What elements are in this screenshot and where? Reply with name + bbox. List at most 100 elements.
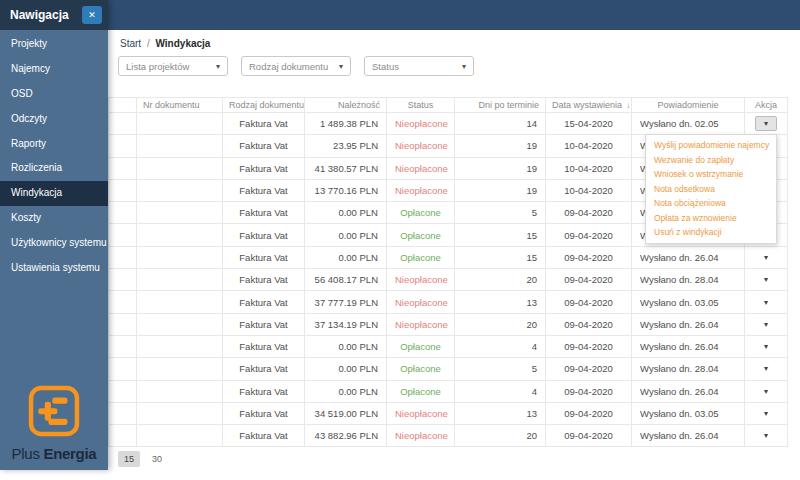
menu-item-wezwanie-do-zap-aty[interactable]: Wezwanie do zapłaty — [646, 153, 776, 168]
action-menu-button[interactable]: ▾ — [756, 318, 776, 331]
page-size-option-30[interactable]: 30 — [146, 451, 168, 467]
status-cell: Opłacone — [387, 246, 455, 268]
status-cell: Nieopłacone — [387, 113, 455, 135]
action-menu-button[interactable]: ▾ — [756, 429, 776, 442]
action-menu-button[interactable]: ▾ — [756, 362, 776, 375]
column-header-status[interactable]: Status — [387, 98, 455, 113]
expander-cell — [109, 269, 137, 291]
breadcrumb-start-link[interactable]: Start — [120, 38, 141, 49]
naleznosc-cell: 0.00 PLN — [305, 202, 387, 224]
action-menu-button[interactable]: ▾ — [756, 273, 776, 286]
action-menu-button[interactable]: ▾ — [756, 296, 776, 309]
sort-down-icon: ↓ — [624, 101, 630, 110]
sidebar-item-ustawienia-systemu[interactable]: Ustawienia systemu — [0, 256, 108, 281]
expander-cell — [109, 358, 137, 380]
expander-cell — [109, 335, 137, 357]
naleznosc-cell: 41 380.57 PLN — [305, 157, 387, 179]
data-wystawienia-cell: 09-04-2020 — [546, 380, 632, 402]
nr-dokumentu-cell — [137, 402, 223, 424]
expander-cell — [109, 402, 137, 424]
powiadomienie-cell: Wysłano dn. 03.05 — [632, 291, 745, 313]
dni-po-terminie-cell: 19 — [455, 179, 546, 201]
data-wystawienia-cell: 09-04-2020 — [546, 246, 632, 268]
filter-dropdown-lista-projekt-w[interactable]: Lista projektów▾ — [118, 56, 228, 76]
naleznosc-cell: 13 770.16 PLN — [305, 179, 387, 201]
filter-dropdown-status[interactable]: Status▾ — [364, 56, 474, 76]
column-header-blank[interactable] — [109, 98, 137, 113]
sidebar-item-rozliczenia[interactable]: Rozliczenia — [0, 156, 108, 181]
status-cell: Nieopłacone — [387, 402, 455, 424]
expander-cell — [109, 157, 137, 179]
status-cell: Opłacone — [387, 358, 455, 380]
powiadomienie-cell: Wysłano dn. 28.04 — [632, 358, 745, 380]
data-wystawienia-cell: 10-04-2020 — [546, 135, 632, 157]
filter-dropdown-rodzaj-dokumentu[interactable]: Rodzaj dokumentu▾ — [241, 56, 351, 76]
menu-item-nota-obci-eniowa[interactable]: Nota obciążeniowa — [646, 196, 776, 211]
brand-name: Plus Energia — [0, 445, 108, 462]
nr-dokumentu-cell — [137, 291, 223, 313]
nr-dokumentu-cell — [137, 313, 223, 335]
status-cell: Nieopłacone — [387, 269, 455, 291]
action-menu-button[interactable]: ▾ — [755, 116, 777, 131]
naleznosc-cell: 0.00 PLN — [305, 335, 387, 357]
action-menu-button[interactable]: ▾ — [756, 251, 776, 264]
chevron-down-icon: ▾ — [462, 62, 466, 71]
page-size-option-15[interactable]: 15 — [118, 451, 140, 467]
expander-cell — [109, 135, 137, 157]
nr-dokumentu-cell — [137, 425, 223, 447]
column-header-data-wystawienia[interactable]: Data wystawienia ↓ — [546, 98, 632, 113]
naleznosc-cell: 34 519.00 PLN — [305, 402, 387, 424]
sidebar-item-raporty[interactable]: Raporty — [0, 132, 108, 157]
sidebar-item-najemcy[interactable]: Najemcy — [0, 57, 108, 82]
expander-cell — [109, 202, 137, 224]
sidebar-item-odczyty[interactable]: Odczyty — [0, 107, 108, 132]
drawer-title: Nawigacja — [10, 8, 69, 22]
action-menu-button[interactable]: ▾ — [756, 407, 776, 420]
dni-po-terminie-cell: 15 — [455, 224, 546, 246]
rodzaj-dokumentu-cell: Faktura Vat — [223, 179, 305, 201]
table-row: Faktura Vat34 519.00 PLNNieopłacone1309-… — [109, 402, 788, 424]
rodzaj-dokumentu-cell: Faktura Vat — [223, 402, 305, 424]
column-header-powiadomienie[interactable]: Powiadomienie — [632, 98, 745, 113]
sidebar-item-koszty[interactable]: Koszty — [0, 206, 108, 231]
menu-item-op-ata-za-wznowienie[interactable]: Opłata za wznowienie — [646, 211, 776, 226]
expander-cell — [109, 313, 137, 335]
data-wystawienia-cell: 09-04-2020 — [546, 202, 632, 224]
data-wystawienia-cell: 09-04-2020 — [546, 335, 632, 357]
column-header-akcja[interactable]: Akcja — [745, 98, 788, 113]
rodzaj-dokumentu-cell: Faktura Vat — [223, 291, 305, 313]
status-cell: Opłacone — [387, 335, 455, 357]
menu-item-usu-z-windykacji[interactable]: Usuń z windykacji — [646, 225, 776, 240]
column-header-rodzaj-dokumentu[interactable]: Rodzaj dokumentu — [223, 98, 305, 113]
sidebar-item-osd[interactable]: OSD — [0, 82, 108, 107]
table-row: Faktura Vat0.00 PLNOpłacone1509-04-2020W… — [109, 246, 788, 268]
dni-po-terminie-cell: 13 — [455, 402, 546, 424]
sidebar-item-windykacja[interactable]: Windykacja — [0, 181, 108, 206]
close-icon[interactable]: ✕ — [82, 6, 102, 24]
status-cell: Nieopłacone — [387, 425, 455, 447]
column-header-dni-po-terminie[interactable]: Dni po terminie — [455, 98, 546, 113]
menu-item-nota-odsetkowa[interactable]: Nota odsetkowa — [646, 182, 776, 197]
action-menu-button[interactable]: ▾ — [756, 340, 776, 353]
chevron-down-icon: ▾ — [216, 62, 220, 71]
menu-item-wniosek-o-wstrzymanie[interactable]: Wniosek o wstrzymanie — [646, 167, 776, 182]
data-wystawienia-cell: 09-04-2020 — [546, 291, 632, 313]
akcja-cell: ▾ — [745, 335, 788, 357]
akcja-cell: ▾ — [745, 402, 788, 424]
menu-item-wy-lij-powiadomienie-najemcy[interactable]: Wyślij powiadomienie najemcy — [646, 138, 776, 153]
rodzaj-dokumentu-cell: Faktura Vat — [223, 113, 305, 135]
action-menu-button[interactable]: ▾ — [756, 385, 776, 398]
rodzaj-dokumentu-cell: Faktura Vat — [223, 157, 305, 179]
dni-po-terminie-cell: 19 — [455, 135, 546, 157]
expander-cell — [109, 179, 137, 201]
breadcrumb-separator: / — [147, 38, 150, 49]
sidebar-item-u-ytkownicy-systemu[interactable]: Użytkownicy systemu — [0, 231, 108, 256]
powiadomienie-cell: Wysłano dn. 26.04 — [632, 380, 745, 402]
sidebar-item-projekty[interactable]: Projekty — [0, 32, 108, 57]
naleznosc-cell: 23.95 PLN — [305, 135, 387, 157]
dni-po-terminie-cell: 20 — [455, 313, 546, 335]
naleznosc-cell: 0.00 PLN — [305, 358, 387, 380]
column-header-nale-no-[interactable]: Należność — [305, 98, 387, 113]
column-header-nr-dokumentu[interactable]: Nr dokumentu — [137, 98, 223, 113]
breadcrumb-current: Windykacja — [155, 38, 210, 49]
